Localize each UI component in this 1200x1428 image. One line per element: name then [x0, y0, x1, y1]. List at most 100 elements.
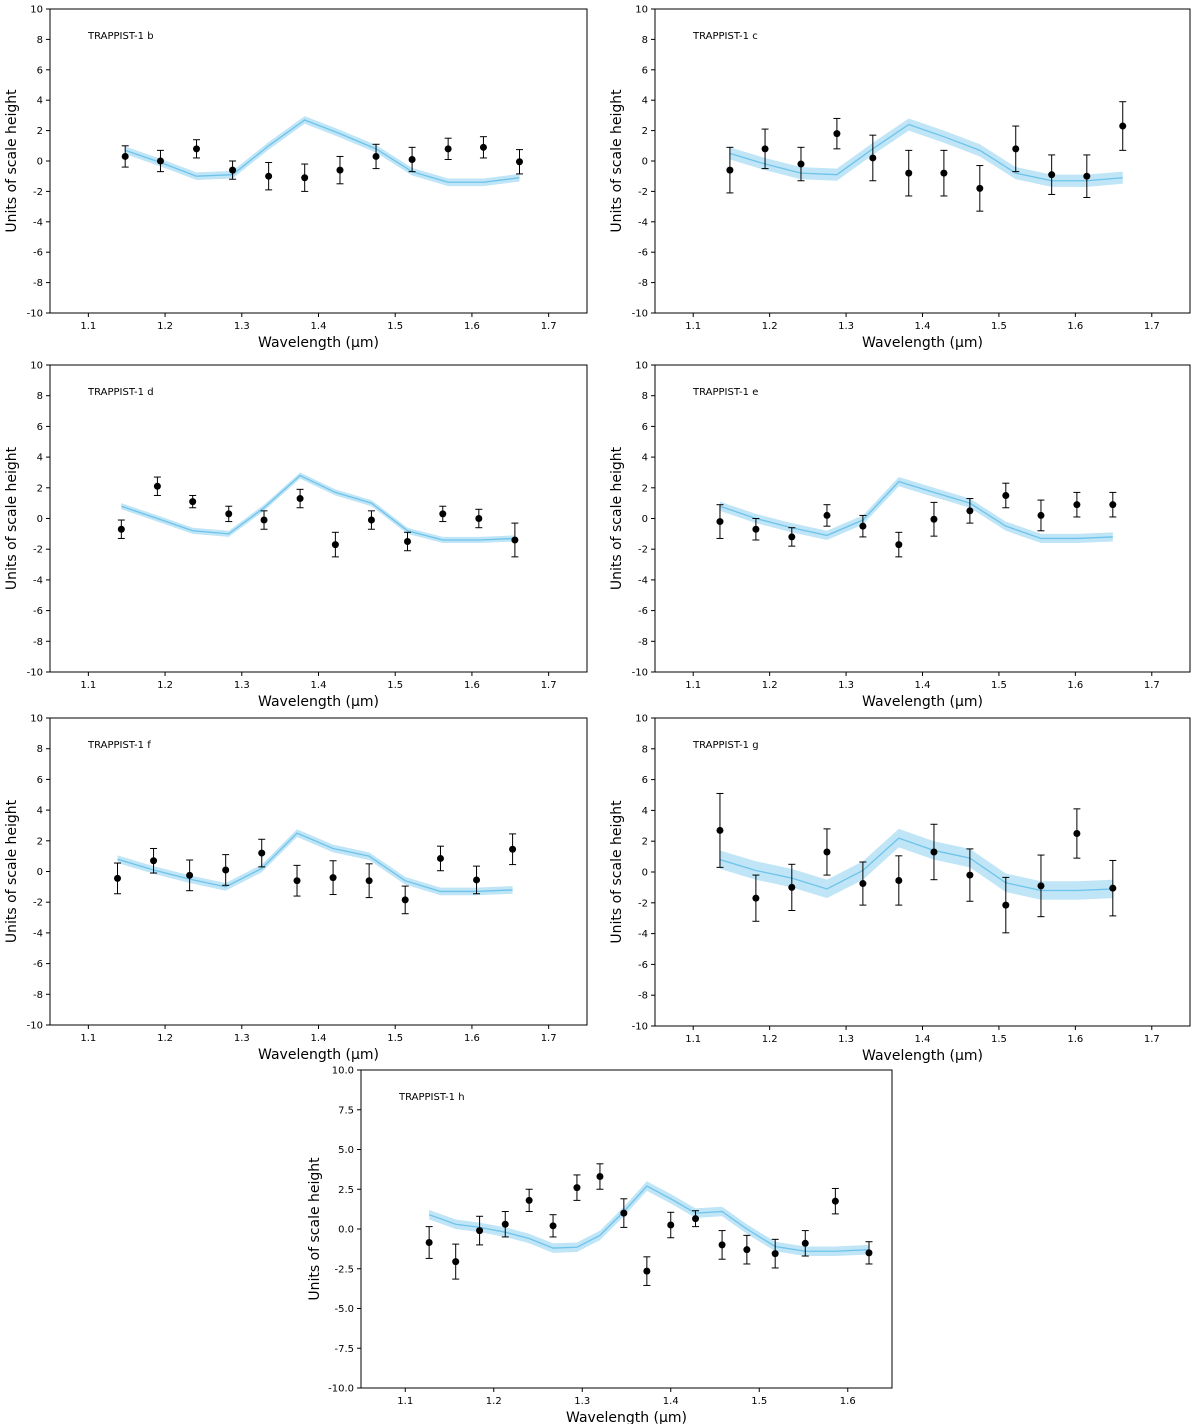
data-point — [596, 1173, 604, 1181]
y-tick-label: 8 — [642, 744, 648, 755]
model-line — [719, 837, 1113, 892]
y-tick-label: 10.0 — [332, 1066, 354, 1077]
model-band — [117, 829, 513, 896]
plot-frame — [49, 8, 588, 314]
x-tick-label: 1.1 — [397, 1396, 413, 1407]
data-point — [1002, 491, 1010, 499]
data-point — [193, 145, 201, 153]
data-point — [716, 518, 724, 526]
panel-label: TRAPPIST-1 h — [398, 1092, 465, 1103]
data-point — [525, 1196, 533, 1204]
y-tick-label: 8 — [642, 391, 648, 402]
y-tick-label: 2 — [642, 837, 648, 848]
data-point — [372, 152, 380, 160]
y-tick-label: 0 — [642, 514, 648, 525]
y-axis-label: Units of scale height — [4, 799, 20, 943]
data-point — [403, 538, 411, 546]
data-point — [475, 515, 483, 522]
x-axis-label: Wavelength (µm) — [566, 1410, 687, 1424]
x-tick-label: 1.2 — [157, 1033, 173, 1044]
data-point — [895, 876, 903, 884]
data-point — [452, 1258, 460, 1266]
y-axis-label: Units of scale height — [609, 89, 625, 233]
data-point — [329, 874, 337, 882]
x-tick-label: 1.1 — [80, 1033, 96, 1044]
y-tick-label: 8 — [37, 35, 43, 46]
data-point — [573, 1184, 581, 1192]
y-tick-label: -6 — [33, 248, 43, 259]
y-tick-label: 7.5 — [338, 1105, 354, 1116]
data-point — [692, 1215, 700, 1223]
data-point — [797, 160, 805, 168]
x-axis-label: Wavelength (µm) — [258, 335, 379, 351]
data-point — [752, 894, 760, 902]
x-tick-label: 1.7 — [541, 680, 557, 691]
x-tick-label: 1.6 — [1067, 1034, 1083, 1045]
y-tick-label: 8 — [642, 35, 648, 46]
model-line — [428, 1185, 870, 1252]
data-point — [156, 157, 164, 165]
x-tick-label: 1.7 — [1144, 680, 1160, 691]
y-tick-label: -2 — [33, 545, 43, 556]
data-point — [479, 143, 487, 151]
panel-label: TRAPPIST-1 b — [87, 31, 154, 42]
model-band — [729, 118, 1123, 187]
y-tick-label: -10 — [27, 668, 43, 679]
y-axis-label: Units of scale height — [4, 446, 20, 590]
y-tick-label: -2 — [33, 898, 43, 909]
data-point — [225, 510, 233, 518]
data-point — [331, 541, 339, 549]
y-tick-label: 4 — [37, 453, 43, 464]
data-point — [549, 1222, 557, 1230]
panel-label: TRAPPIST-1 e — [692, 387, 758, 398]
x-tick-label: 1.5 — [991, 1034, 1007, 1045]
data-point — [930, 848, 938, 856]
y-tick-label: -2 — [638, 545, 648, 556]
data-point — [718, 1241, 726, 1249]
x-axis-label: Wavelength (µm) — [862, 335, 983, 351]
x-tick-label: 1.5 — [991, 321, 1007, 332]
y-tick-label: -10 — [632, 1022, 648, 1033]
data-point — [1073, 830, 1081, 837]
y-tick-label: 10 — [635, 361, 648, 372]
panel: -10 -8 -6 -4 -2 0 2 4 6 8 10 1.1 1.2 1.3 1.4 1.5 1.6 1.7 T… — [4, 361, 588, 710]
data-point — [408, 155, 416, 163]
plot-frame — [654, 8, 1191, 314]
y-tick-label: 0 — [642, 868, 648, 879]
plot-frame — [654, 717, 1191, 1027]
y-tick-label: -8 — [638, 637, 648, 648]
y-tick-label: -4 — [638, 217, 648, 228]
y-tick-label: -10 — [27, 309, 43, 320]
data-point — [222, 866, 230, 874]
y-tick-label: -6 — [33, 959, 43, 970]
data-point — [788, 533, 796, 541]
data-point — [150, 857, 158, 865]
x-tick-label: 1.5 — [991, 680, 1007, 691]
y-tick-label: -8 — [33, 637, 43, 648]
data-point — [752, 525, 760, 533]
panel: -10 -8 -6 -4 -2 0 2 4 6 8 10 1.1 1.2 1.3 1.4 1.5 1.6 1.7 T… — [609, 5, 1191, 351]
y-tick-label: 6 — [37, 422, 43, 433]
data-point — [473, 876, 481, 884]
data-point — [1109, 884, 1117, 892]
x-tick-label: 1.6 — [464, 1033, 480, 1044]
data-point — [515, 158, 523, 166]
plot-frame — [654, 364, 1191, 673]
x-axis-label: Wavelength (µm) — [258, 694, 379, 710]
panel-label: TRAPPIST-1 f — [87, 740, 151, 751]
data-point — [301, 174, 309, 182]
x-tick-label: 1.7 — [1144, 321, 1160, 332]
x-tick-label: 1.6 — [464, 321, 480, 332]
y-tick-label: -10.0 — [328, 1384, 354, 1395]
data-point — [859, 880, 867, 888]
x-tick-label: 1.2 — [762, 1034, 778, 1045]
x-tick-label: 1.5 — [387, 1033, 403, 1044]
y-tick-label: -4 — [33, 928, 43, 939]
data-point — [823, 511, 831, 519]
data-point — [966, 507, 974, 515]
data-point — [1073, 501, 1081, 509]
y-tick-label: 0.0 — [338, 1225, 354, 1236]
data-point — [336, 166, 344, 174]
y-tick-label: 8 — [37, 744, 43, 755]
data-point — [823, 848, 831, 856]
